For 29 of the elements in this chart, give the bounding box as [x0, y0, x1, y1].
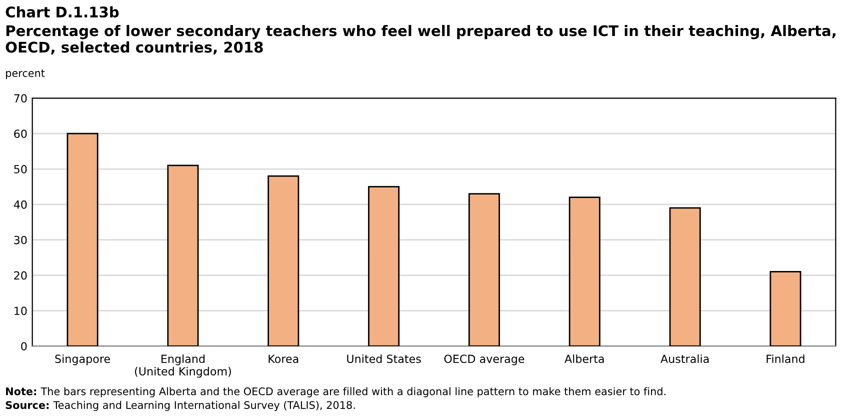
y-tick-label: 50 — [14, 164, 27, 174]
x-tick-label: OECD average — [444, 354, 524, 366]
x-tick-label: Australia — [660, 354, 709, 364]
chart-subtitle: Percentage of lower secondary teachers who feel well prepared to use ICT in their teaching, Alberta, OECD, selected countries, 2018 — [6, 24, 836, 55]
y-tick-label: 0 — [21, 342, 27, 350]
y-tick-label: 60 — [14, 130, 27, 138]
y-tick-label: 20 — [14, 271, 27, 280]
x-tick-label: Finland — [766, 354, 804, 364]
x-tick-label: England (United Kingdom) — [134, 354, 231, 378]
bar — [468, 193, 500, 346]
y-axis-title: percent — [6, 70, 45, 80]
x-tick-label: United States — [347, 354, 421, 364]
source-note: Source: Teaching and Learning International Survey (TALIS), 2018. — [6, 400, 355, 412]
y-tick-label: 30 — [14, 236, 27, 244]
bar — [268, 175, 300, 346]
x-tick-label: Korea — [268, 354, 298, 364]
y-tick-label: 10 — [14, 306, 27, 316]
bar — [770, 271, 802, 346]
x-tick-label: Alberta — [564, 354, 604, 364]
bar — [368, 186, 400, 346]
y-tick-label: 70 — [14, 94, 27, 103]
x-tick-label: Singapore — [55, 354, 110, 366]
bar — [167, 164, 199, 346]
bar — [66, 132, 98, 346]
text: Note: The bars representing Alberta and the OECD average are filled with a diagonal line pattern to make them easier to find. — [6, 387, 666, 398]
chart-title: Chart D.1.13b — [6, 6, 119, 18]
bar — [669, 207, 701, 346]
y-tick-label: 40 — [14, 200, 27, 209]
bar — [568, 196, 600, 346]
